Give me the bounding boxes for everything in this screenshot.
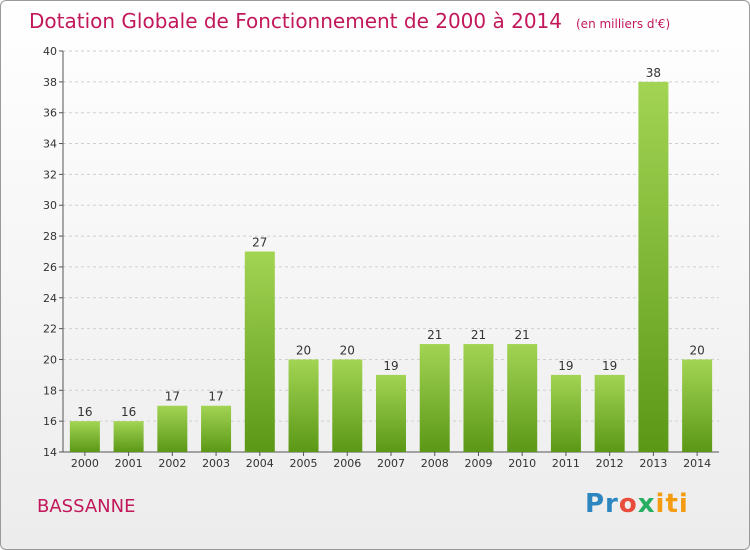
bar-2009 — [463, 344, 494, 452]
y-tick-label: 24 — [43, 292, 57, 305]
x-tick-label: 2010 — [508, 457, 536, 470]
title-text: Dotation Globale de Fonctionnement de 20… — [29, 9, 562, 33]
x-tick-label: 2005 — [290, 457, 318, 470]
proxiti-logo: Proxiti — [585, 489, 689, 519]
bar-2001 — [113, 421, 144, 452]
bar-value-label: 20 — [689, 343, 704, 357]
x-tick-label: 2002 — [158, 457, 186, 470]
bar-2014 — [682, 359, 713, 452]
bar-value-label: 17 — [208, 390, 223, 404]
bar-2012 — [594, 374, 625, 452]
bar-value-label: 19 — [383, 359, 398, 373]
bar-2013 — [638, 81, 669, 452]
bar-2008 — [419, 344, 450, 452]
x-tick-label: 2014 — [683, 457, 711, 470]
x-tick-label: 2000 — [71, 457, 99, 470]
bar-value-label: 27 — [252, 236, 267, 250]
x-tick-label: 2009 — [464, 457, 492, 470]
bar-value-label: 19 — [602, 359, 617, 373]
chart-title: Dotation Globale de Fonctionnement de 20… — [29, 9, 670, 33]
bar-2007 — [376, 374, 406, 452]
bar-value-label: 19 — [558, 359, 573, 373]
y-tick-label: 18 — [43, 384, 57, 397]
x-tick-label: 2001 — [115, 457, 143, 470]
bar-value-label: 20 — [296, 343, 311, 357]
y-tick-label: 16 — [43, 415, 57, 428]
unit-label: (en milliers d'€) — [576, 17, 671, 31]
bar-value-label: 16 — [77, 405, 92, 419]
bar-2003 — [201, 405, 232, 452]
bar-value-label: 16 — [121, 405, 136, 419]
x-tick-label: 2012 — [596, 457, 624, 470]
y-tick-label: 30 — [43, 199, 57, 212]
y-tick-label: 40 — [43, 45, 57, 58]
bar-2000 — [69, 421, 100, 452]
y-tick-label: 28 — [43, 230, 57, 243]
bar-value-label: 21 — [471, 328, 486, 342]
bar-2005 — [288, 359, 319, 452]
y-tick-label: 36 — [43, 107, 57, 120]
bar-value-label: 17 — [165, 390, 180, 404]
bar-value-label: 20 — [340, 343, 355, 357]
x-tick-label: 2003 — [202, 457, 230, 470]
y-tick-label: 22 — [43, 323, 57, 336]
y-tick-label: 26 — [43, 261, 57, 274]
commune-name: BASSANNE — [37, 496, 136, 517]
bar-value-label: 21 — [427, 328, 442, 342]
x-tick-label: 2007 — [377, 457, 405, 470]
x-tick-label: 2006 — [333, 457, 361, 470]
bar-2011 — [550, 374, 581, 452]
x-tick-label: 2013 — [639, 457, 667, 470]
bar-2002 — [157, 405, 188, 452]
y-tick-label: 20 — [43, 353, 57, 366]
bar-value-label: 38 — [646, 66, 661, 80]
bar-2010 — [507, 344, 538, 452]
bar-2004 — [244, 251, 275, 452]
y-tick-label: 34 — [43, 138, 57, 151]
bar-value-label: 21 — [515, 328, 530, 342]
x-tick-label: 2008 — [421, 457, 449, 470]
x-tick-label: 2011 — [552, 457, 580, 470]
y-tick-label: 14 — [43, 446, 57, 459]
x-tick-label: 2004 — [246, 457, 274, 470]
bar-2006 — [332, 359, 363, 452]
y-tick-label: 38 — [43, 76, 57, 89]
y-tick-label: 32 — [43, 168, 57, 181]
